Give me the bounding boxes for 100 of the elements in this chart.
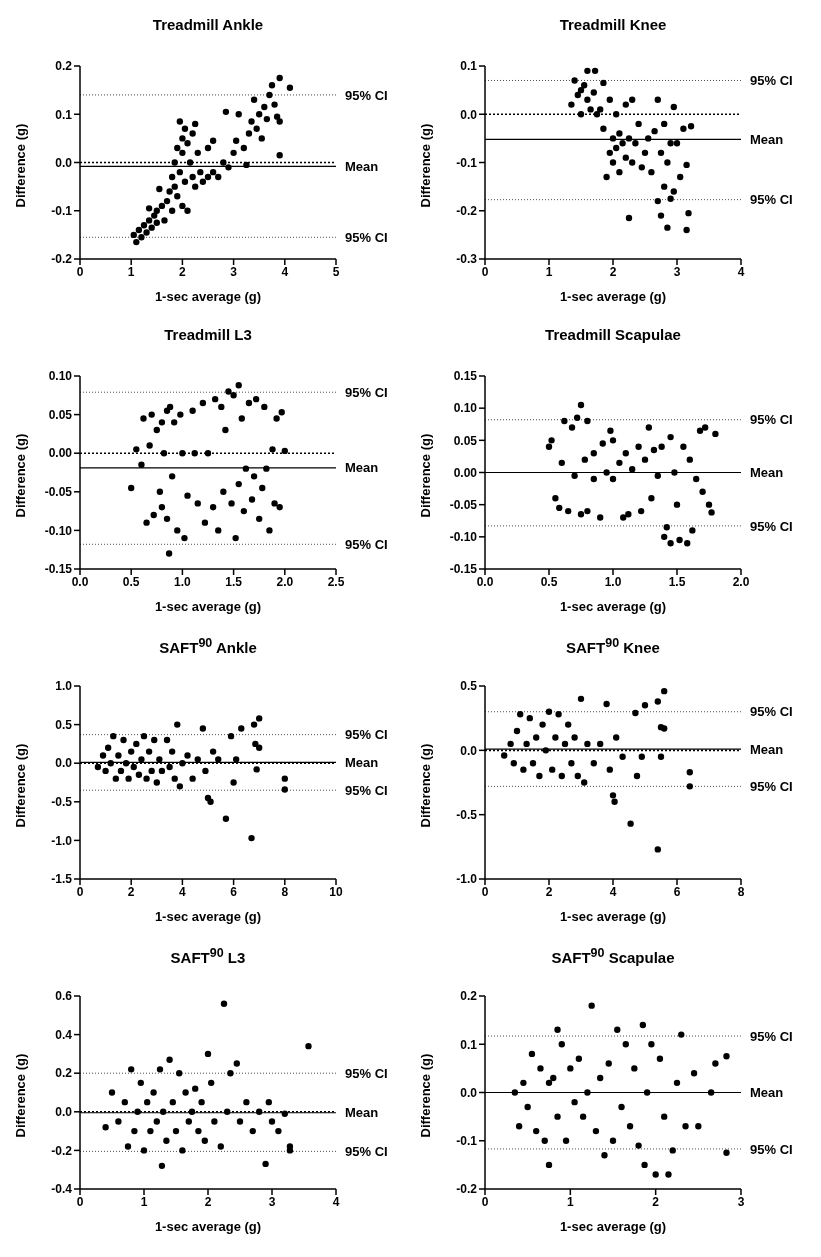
point <box>558 459 565 467</box>
y-tick-label: -0.2 <box>456 204 478 219</box>
point <box>665 1171 672 1178</box>
point <box>723 1149 730 1156</box>
point <box>708 509 715 516</box>
x-tick-label: 0 <box>76 1194 84 1209</box>
point <box>573 414 581 421</box>
point <box>592 1127 600 1135</box>
point <box>552 495 559 502</box>
point <box>682 1123 689 1130</box>
point <box>616 130 623 137</box>
point <box>195 1127 202 1135</box>
x-tick-label: 1.5 <box>668 574 686 589</box>
point <box>217 1143 224 1150</box>
chart-title: SAFT$^{90}$ L3 <box>169 945 247 968</box>
point <box>699 488 706 495</box>
point <box>657 149 665 157</box>
point <box>189 407 196 414</box>
point <box>609 475 617 483</box>
point <box>651 127 658 135</box>
point <box>176 783 184 790</box>
point <box>281 447 288 455</box>
point <box>641 456 649 463</box>
point <box>182 1089 189 1096</box>
x-tick-label: 2 <box>204 1194 212 1209</box>
point <box>590 760 597 767</box>
point <box>169 1098 176 1106</box>
point <box>150 511 157 519</box>
x-tick-label: 2 <box>179 264 187 279</box>
point <box>143 775 150 782</box>
point <box>635 1142 642 1149</box>
point <box>232 756 240 763</box>
point <box>663 524 670 531</box>
y-tick-label: -1.5 <box>51 872 73 887</box>
y-tick-label: 0.0 <box>460 1085 478 1100</box>
point <box>230 392 237 399</box>
point <box>654 96 661 103</box>
x-tick-label: 2.5 <box>327 574 345 589</box>
x-tick-label: 0.5 <box>540 574 558 589</box>
ref-line-label: 95% CI <box>750 1028 793 1044</box>
point <box>625 135 633 142</box>
point <box>160 450 168 457</box>
point <box>574 91 581 99</box>
point <box>600 79 607 87</box>
point <box>249 1127 256 1135</box>
y-tick-label: -0.4 <box>51 1182 73 1197</box>
ref-line-label: Mean <box>345 755 379 771</box>
point <box>201 519 209 526</box>
point <box>671 469 678 476</box>
point <box>143 519 150 526</box>
point <box>230 779 237 786</box>
x-tick-label: 0.0 <box>476 574 494 589</box>
point <box>120 736 127 744</box>
point <box>606 766 613 773</box>
x-tick-label: 8 <box>281 884 289 899</box>
point <box>597 514 604 521</box>
point <box>650 446 658 454</box>
y-tick-label: 0.1 <box>55 107 73 122</box>
point <box>648 168 655 176</box>
point <box>625 214 633 222</box>
y-tick-label: -0.2 <box>51 252 73 267</box>
point <box>192 1085 199 1092</box>
point <box>511 1089 519 1096</box>
point <box>198 1098 205 1106</box>
point <box>707 1089 715 1096</box>
point <box>554 1113 561 1120</box>
point <box>268 1118 276 1125</box>
y-tick-label: 0.2 <box>460 989 478 1004</box>
point <box>584 507 591 515</box>
point <box>552 734 559 741</box>
y-tick-label: 0.4 <box>55 1027 73 1042</box>
y-tick-label: 0.00 <box>453 465 478 480</box>
point <box>641 702 649 709</box>
point <box>209 504 217 511</box>
point <box>597 740 604 748</box>
point <box>273 415 280 422</box>
point <box>133 446 140 453</box>
point <box>236 1118 244 1125</box>
point <box>134 1108 141 1115</box>
y-tick-label: -0.10 <box>44 523 73 538</box>
point <box>228 500 235 507</box>
point <box>673 501 681 508</box>
y-tick-label: -1.0 <box>51 833 73 848</box>
point <box>168 473 176 480</box>
point <box>281 775 288 782</box>
point <box>635 120 642 128</box>
point <box>250 473 258 480</box>
x-tick-label: 0 <box>481 264 489 279</box>
point <box>107 760 114 767</box>
point <box>158 767 166 775</box>
point <box>262 1160 269 1168</box>
chart-title: SAFT$^{90}$ Scapulae <box>550 945 676 968</box>
point <box>629 159 636 166</box>
x-tick-label: 5 <box>332 264 340 279</box>
point <box>577 86 585 94</box>
y-axis-title: Difference (g) <box>417 123 433 208</box>
point <box>635 443 642 450</box>
point <box>549 766 556 773</box>
point <box>259 484 266 492</box>
point <box>625 511 632 518</box>
